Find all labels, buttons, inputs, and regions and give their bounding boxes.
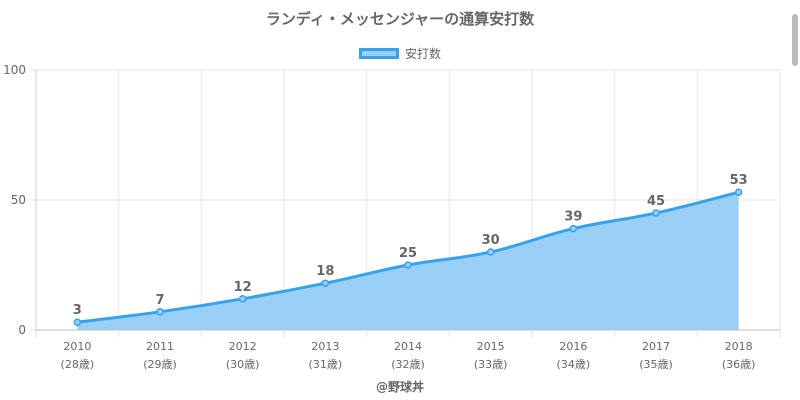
- data-point: [734, 188, 743, 196]
- x-tick-sublabel: (33歳): [474, 358, 508, 371]
- chart-title: ランディ・メッセンジャーの通算安打数: [265, 10, 535, 28]
- x-tick-sublabel: (32歳): [391, 358, 425, 371]
- axes: 0 50 100 2010 (28歳) 2011 (29歳) 2012 (30歳) 2013 (31…: [3, 63, 780, 371]
- x-tick-sublabel: (36歳): [722, 358, 756, 371]
- data-label: 3: [73, 303, 82, 318]
- y-tick-label: 100: [3, 63, 26, 77]
- x-tick-label: 2014: [394, 340, 422, 353]
- x-tick-label: 2013: [311, 340, 339, 353]
- x-tick-sublabel: (29歳): [143, 358, 177, 371]
- x-tick-label: 2016: [559, 340, 587, 353]
- y-tick-label: 0: [18, 323, 26, 337]
- legend-label: 安打数: [404, 47, 441, 61]
- data-label: 18: [316, 264, 334, 279]
- data-label: 25: [399, 246, 417, 261]
- x-tick-sublabel: (35歳): [639, 358, 673, 371]
- area-series: [73, 188, 743, 330]
- data-point: [486, 248, 495, 256]
- vertical-scrollbar[interactable]: [790, 0, 800, 400]
- data-label: 45: [647, 194, 665, 209]
- data-point: [652, 209, 660, 217]
- x-tick-label: 2017: [642, 340, 670, 353]
- data-label: 7: [155, 293, 164, 308]
- x-tick-label: 2010: [63, 340, 91, 353]
- chart-credit: @野球丼: [375, 380, 424, 394]
- data-point: [73, 318, 82, 326]
- data-point: [156, 308, 164, 316]
- series-area-fill: [77, 192, 739, 330]
- x-tick-sublabel: (31歳): [309, 358, 343, 371]
- x-tick-sublabel: (34歳): [557, 358, 591, 371]
- x-tick-label: 2015: [477, 340, 505, 353]
- data-point: [238, 295, 247, 303]
- x-tick-label: 2012: [229, 340, 257, 353]
- legend-swatch: [358, 48, 399, 59]
- x-tick-label: 2011: [146, 340, 174, 353]
- data-point: [321, 279, 330, 287]
- data-label: 12: [234, 280, 252, 295]
- data-point: [404, 261, 412, 269]
- y-tick-label: 50: [11, 193, 26, 207]
- data-point: [569, 224, 578, 233]
- x-tick-label: 2018: [725, 340, 753, 353]
- data-label: 39: [564, 210, 582, 225]
- data-labels: 3 7 12 18 25 30 39 45 53: [73, 173, 748, 318]
- data-label: 30: [482, 233, 500, 248]
- x-tick-sublabel: (30歳): [226, 358, 260, 371]
- x-tick-sublabel: (28歳): [61, 358, 95, 371]
- scrollbar-thumb[interactable]: [792, 14, 798, 66]
- data-label: 53: [730, 173, 748, 188]
- legend[interactable]: 安打数: [0, 45, 800, 62]
